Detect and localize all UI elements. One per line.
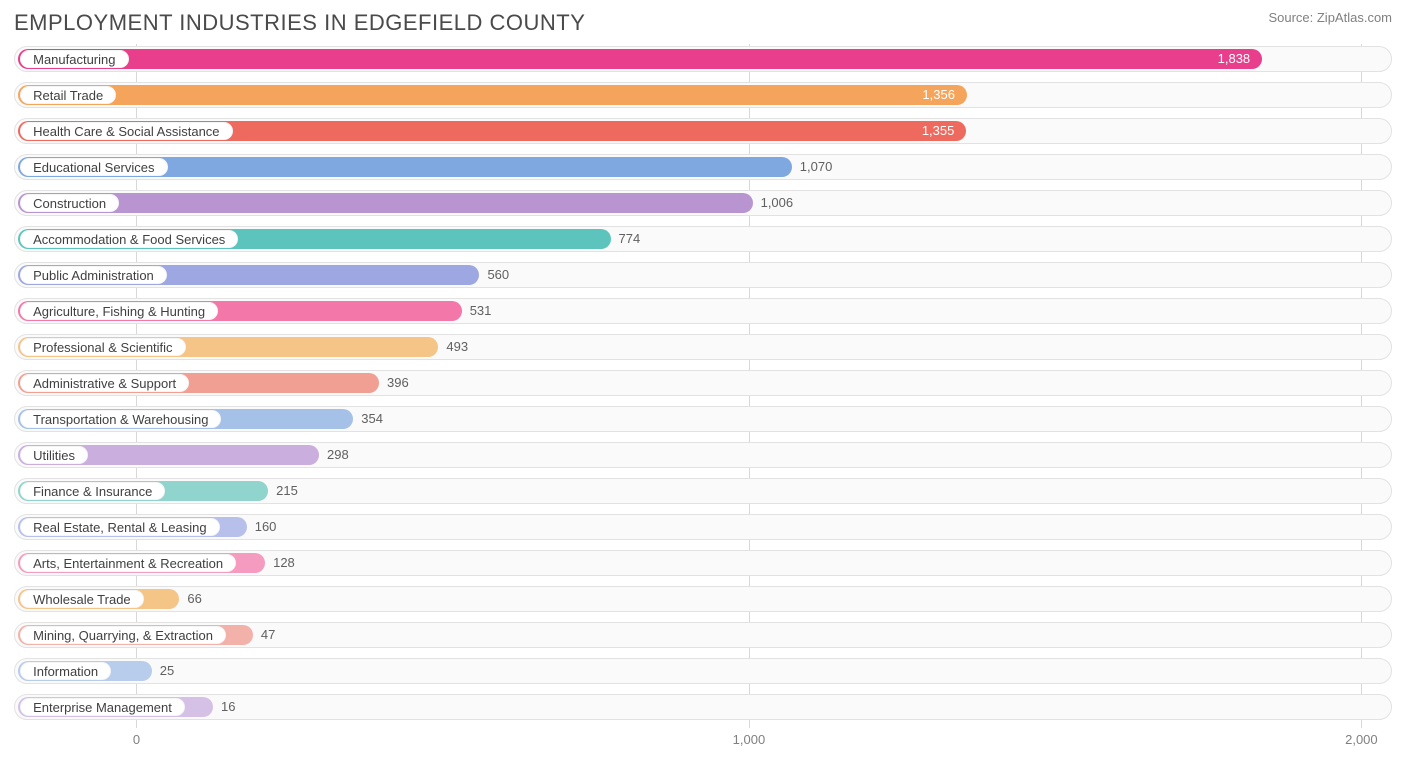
chart-row: Transportation & Warehousing 354 <box>14 404 1392 434</box>
chart-row: Mining, Quarrying, & Extraction 47 <box>14 620 1392 650</box>
bar-value: 1,070 <box>800 158 833 176</box>
chart-plot: Manufacturing 1,838 Retail Trade 1,356 Healt… <box>14 44 1392 756</box>
chart-row: Educational Services 1,070 <box>14 152 1392 182</box>
chart-title: EMPLOYMENT INDUSTRIES IN EDGEFIELD COUNT… <box>14 10 585 36</box>
bar-label: Utilities <box>20 446 88 464</box>
x-tick-label: 2,000 <box>1345 732 1378 747</box>
bar-label: Finance & Insurance <box>20 482 165 500</box>
bar-label: Arts, Entertainment & Recreation <box>20 554 236 572</box>
chart-area: Manufacturing 1,838 Retail Trade 1,356 Healt… <box>14 44 1392 756</box>
bar-label: Agriculture, Fishing & Hunting <box>20 302 218 320</box>
bar-value: 774 <box>619 230 641 248</box>
bar-value: 396 <box>387 374 409 392</box>
bar-label: Information <box>20 662 111 680</box>
bar-value: 531 <box>470 302 492 320</box>
chart-row: Utilities 298 <box>14 440 1392 470</box>
bar-value: 215 <box>276 482 298 500</box>
bar-label: Mining, Quarrying, & Extraction <box>20 626 226 644</box>
bar-value: 560 <box>487 266 509 284</box>
chart-row: Health Care & Social Assistance 1,355 <box>14 116 1392 146</box>
bar <box>18 193 753 213</box>
bar-value: 25 <box>160 662 174 680</box>
chart-row: Professional & Scientific 493 <box>14 332 1392 362</box>
bar-value: 354 <box>361 410 383 428</box>
chart-row: Public Administration 560 <box>14 260 1392 290</box>
bar <box>18 49 1262 69</box>
chart-row: Administrative & Support 396 <box>14 368 1392 398</box>
chart-row: Accommodation & Food Services 774 <box>14 224 1392 254</box>
bar-value: 128 <box>273 554 295 572</box>
chart-row: Information 25 <box>14 656 1392 686</box>
chart-row: Manufacturing 1,838 <box>14 44 1392 74</box>
bar <box>18 85 967 105</box>
bar-value: 1,838 <box>1218 50 1251 68</box>
x-tick-label: 0 <box>133 732 140 747</box>
chart-row: Enterprise Management 16 <box>14 692 1392 722</box>
bar-label: Professional & Scientific <box>20 338 185 356</box>
bar-value: 66 <box>187 590 201 608</box>
bar-value: 298 <box>327 446 349 464</box>
bar-label: Wholesale Trade <box>20 590 144 608</box>
bar-track <box>14 658 1392 684</box>
bar-label: Accommodation & Food Services <box>20 230 238 248</box>
chart-row: Real Estate, Rental & Leasing 160 <box>14 512 1392 542</box>
bar-label: Construction <box>20 194 119 212</box>
bar-track <box>14 586 1392 612</box>
bar-value: 1,356 <box>922 86 955 104</box>
bar-value: 1,355 <box>922 122 955 140</box>
x-tick-label: 1,000 <box>733 732 766 747</box>
bar-value: 16 <box>221 698 235 716</box>
bar-label: Public Administration <box>20 266 167 284</box>
bar-value: 1,006 <box>761 194 794 212</box>
chart-row: Retail Trade 1,356 <box>14 80 1392 110</box>
bar-label: Retail Trade <box>20 86 116 104</box>
bar-value: 47 <box>261 626 275 644</box>
chart-row: Finance & Insurance 215 <box>14 476 1392 506</box>
bar-value: 493 <box>446 338 468 356</box>
bar-label: Manufacturing <box>20 50 128 68</box>
bar-label: Health Care & Social Assistance <box>20 122 232 140</box>
chart-row: Wholesale Trade 66 <box>14 584 1392 614</box>
x-axis: 0 1,000 2,000 <box>14 728 1392 756</box>
chart-row: Agriculture, Fishing & Hunting 531 <box>14 296 1392 326</box>
bar-value: 160 <box>255 518 277 536</box>
bar-label: Administrative & Support <box>20 374 189 392</box>
bar-label: Educational Services <box>20 158 167 176</box>
chart-row: Arts, Entertainment & Recreation 128 <box>14 548 1392 578</box>
chart-row: Construction 1,006 <box>14 188 1392 218</box>
bar-label: Transportation & Warehousing <box>20 410 221 428</box>
bar-label: Real Estate, Rental & Leasing <box>20 518 219 536</box>
chart-source: Source: ZipAtlas.com <box>1268 10 1392 25</box>
bar-label: Enterprise Management <box>20 698 185 716</box>
